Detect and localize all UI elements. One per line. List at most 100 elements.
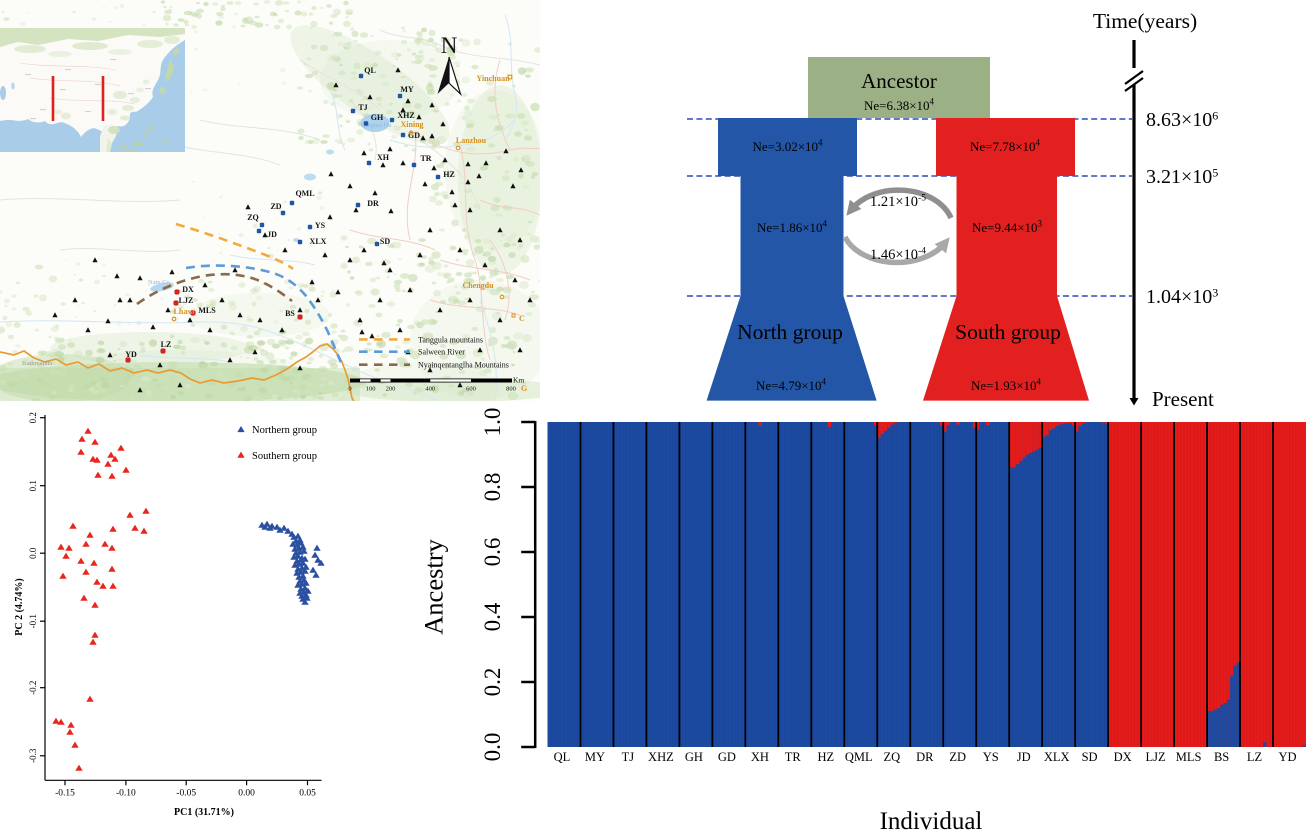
svg-text:GH: GH <box>371 113 384 122</box>
svg-text:Ancestor: Ancestor <box>861 69 937 93</box>
svg-text:0.00: 0.00 <box>238 788 255 798</box>
svg-text:0: 0 <box>348 386 351 393</box>
svg-text:SD: SD <box>1082 750 1098 764</box>
svg-text:Lhasa: Lhasa <box>174 307 195 316</box>
svg-text:LZ: LZ <box>161 340 172 349</box>
svg-text:QML: QML <box>295 189 314 198</box>
svg-text:0.6: 0.6 <box>480 538 505 567</box>
svg-text:Ancestry: Ancestry <box>420 538 449 634</box>
svg-text:Km: Km <box>513 376 524 385</box>
svg-text:ZD: ZD <box>949 750 966 764</box>
svg-text:0.2: 0.2 <box>28 412 38 423</box>
svg-text:0.0: 0.0 <box>480 733 505 762</box>
svg-text:Tanggula mountains: Tanggula mountains <box>418 335 483 344</box>
svg-text:Chengdu: Chengdu <box>462 281 494 290</box>
svg-text:PC1 (31.71%): PC1 (31.71%) <box>174 807 234 818</box>
svg-text:Ne=1.93×104: Ne=1.93×104 <box>971 377 1042 394</box>
svg-text:0.8: 0.8 <box>480 473 505 502</box>
svg-text:3.21×105: 3.21×105 <box>1146 166 1218 189</box>
svg-text:0.4: 0.4 <box>480 602 505 631</box>
svg-text:Time(years): Time(years) <box>1093 9 1197 33</box>
svg-text:South group: South group <box>955 320 1061 344</box>
svg-text:Ne=6.38×104: Ne=6.38×104 <box>864 97 935 114</box>
svg-text:Nam Co: Nam Co <box>148 279 170 286</box>
svg-text:Individual: Individual <box>880 808 983 835</box>
svg-text:100: 100 <box>366 386 376 393</box>
svg-text:800: 800 <box>506 386 516 393</box>
svg-text:200: 200 <box>386 386 396 393</box>
svg-text:DR: DR <box>367 199 379 208</box>
svg-text:Yinchuan: Yinchuan <box>476 74 510 83</box>
svg-text:DR: DR <box>916 750 934 764</box>
svg-text:-0.3: -0.3 <box>28 748 38 763</box>
svg-text:MY: MY <box>585 750 605 764</box>
svg-text:1.0: 1.0 <box>480 408 505 437</box>
svg-text:GH: GH <box>685 750 703 764</box>
svg-text:BS: BS <box>285 309 295 318</box>
svg-text:-0.10: -0.10 <box>116 788 136 798</box>
svg-text:MY: MY <box>400 85 414 94</box>
svg-text:Xining: Xining <box>400 120 423 129</box>
svg-text:TR: TR <box>785 750 802 764</box>
svg-text:XH: XH <box>751 750 769 764</box>
svg-text:Salween River: Salween River <box>418 348 465 357</box>
svg-text:YD: YD <box>125 350 137 359</box>
svg-text:XH: XH <box>377 153 390 162</box>
svg-text:QML: QML <box>845 750 873 764</box>
svg-text:GD: GD <box>408 131 420 140</box>
svg-text:Northern group: Northern group <box>252 425 317 436</box>
svg-text:HZ: HZ <box>443 170 455 179</box>
svg-text:0.2: 0.2 <box>480 668 505 697</box>
svg-text:Ne=3.02×104: Ne=3.02×104 <box>752 138 823 155</box>
svg-text:0.0: 0.0 <box>28 547 38 559</box>
svg-text:600: 600 <box>466 386 476 393</box>
svg-text:MLS: MLS <box>198 306 216 315</box>
svg-text:GD: GD <box>718 750 736 764</box>
svg-text:ZD: ZD <box>270 202 281 211</box>
svg-text:QL: QL <box>554 750 571 764</box>
svg-text:North group: North group <box>737 320 843 344</box>
svg-text:Lanzhou: Lanzhou <box>456 136 487 145</box>
svg-text:1.46×10-4: 1.46×10-4 <box>870 247 926 264</box>
svg-text:ZQ: ZQ <box>883 750 900 764</box>
svg-text:LJZ: LJZ <box>1146 750 1166 764</box>
svg-text:1.21×10-5: 1.21×10-5 <box>870 194 926 211</box>
svg-text:LJZ: LJZ <box>179 296 194 305</box>
svg-text:Ne=4.79×104: Ne=4.79×104 <box>756 377 827 394</box>
svg-text:Kathmandu: Kathmandu <box>22 360 53 367</box>
svg-text:XLX: XLX <box>310 237 327 246</box>
svg-text:QL: QL <box>364 66 376 75</box>
svg-text:DX: DX <box>182 285 194 294</box>
svg-text:TJ: TJ <box>358 103 367 112</box>
svg-text:ZQ: ZQ <box>247 213 259 222</box>
svg-text:XLX: XLX <box>1044 750 1070 764</box>
svg-text:Qinghai Hu: Qinghai Hu <box>361 122 392 129</box>
svg-text:C: C <box>519 314 525 323</box>
svg-text:8.63×106: 8.63×106 <box>1146 109 1218 132</box>
svg-text:Nyainqentanglha Mountains: Nyainqentanglha Mountains <box>418 361 509 370</box>
svg-text:1.04×103: 1.04×103 <box>1146 286 1218 309</box>
svg-text:YS: YS <box>315 221 326 230</box>
svg-text:YD: YD <box>1278 750 1296 764</box>
svg-text:LZ: LZ <box>1247 750 1262 764</box>
svg-text:Ne=9.44×103: Ne=9.44×103 <box>972 219 1043 236</box>
svg-text:0.1: 0.1 <box>28 480 38 491</box>
svg-text:-0.05: -0.05 <box>176 788 196 798</box>
svg-text:Present: Present <box>1152 387 1214 411</box>
svg-text:XHZ: XHZ <box>648 750 674 764</box>
svg-text:G: G <box>521 384 527 393</box>
svg-text:JD: JD <box>267 230 277 239</box>
svg-text:BS: BS <box>1214 750 1229 764</box>
svg-text:YS: YS <box>983 750 999 764</box>
svg-text:XHZ: XHZ <box>397 111 414 120</box>
svg-text:0.05: 0.05 <box>299 788 316 798</box>
svg-text:DX: DX <box>1114 750 1132 764</box>
svg-text:PC 2 (4.74%): PC 2 (4.74%) <box>14 578 25 636</box>
svg-text:Ne=7.78×104: Ne=7.78×104 <box>970 138 1041 155</box>
svg-text:HZ: HZ <box>817 750 834 764</box>
svg-text:JD: JD <box>1017 750 1031 764</box>
svg-text:TR: TR <box>420 154 431 163</box>
svg-text:N: N <box>441 33 458 58</box>
svg-text:-0.15: -0.15 <box>55 788 75 798</box>
svg-text:400: 400 <box>425 386 435 393</box>
